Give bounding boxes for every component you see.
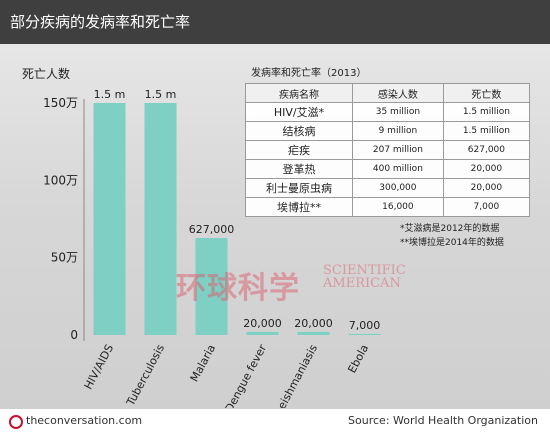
bar xyxy=(195,238,228,335)
table-cell-infected: 300,000 xyxy=(352,178,444,198)
table-cell-deaths: 1.5 million xyxy=(442,121,531,141)
table-header-cell: 感染人数 xyxy=(352,83,444,103)
table-row: 结核病 9 million 1.5 million xyxy=(245,121,531,141)
bar xyxy=(348,333,381,335)
table-cell-deaths: 627,000 xyxy=(442,140,531,160)
table-cell-deaths: 1.5 million xyxy=(442,102,531,122)
chart-title: 部分疾病的发病率和死亡率 xyxy=(10,13,191,31)
table-cell-disease: 利士曼原虫病 xyxy=(245,178,353,198)
footnotes: *艾滋病是2012年的数据 **埃博拉是2014年的数据 xyxy=(400,222,504,250)
watermark-logo: 环球科学 SCIENTIFIC AMERICAN xyxy=(176,263,416,306)
data-label: 627,000 xyxy=(189,223,235,236)
watermark-en-line2: AMERICAN xyxy=(323,276,401,291)
y-tick-label: 100万 xyxy=(43,173,78,187)
header-bar: 部分疾病的发病率和死亡率 xyxy=(0,0,550,44)
table-row: 埃博拉** 16,000 7,000 xyxy=(245,197,531,217)
table-cell-deaths: 20,000 xyxy=(442,159,531,179)
bar xyxy=(144,103,177,335)
data-label: 1.5 m xyxy=(94,88,126,101)
category-label: Ebola xyxy=(345,342,371,375)
data-label: 20,000 xyxy=(243,317,282,330)
table-row: 疟疾 207 million 627,000 xyxy=(245,140,531,160)
footer-bar: theconversation.com Source: World Health… xyxy=(0,408,550,434)
data-label: 7,000 xyxy=(349,319,381,332)
data-table: 疾病名称 感染人数 死亡数 HIV/艾滋* 35 million 1.5 mil… xyxy=(245,83,531,217)
category-label: Dengue fever xyxy=(223,342,270,408)
y-tick-label: 150万 xyxy=(43,96,78,110)
table-cell-disease: 结核病 xyxy=(245,121,353,141)
table-cell-disease: 疟疾 xyxy=(245,140,353,160)
data-label: 20,000 xyxy=(294,317,333,330)
table-header-cell: 死亡数 xyxy=(442,83,531,103)
table-cell-infected: 400 million xyxy=(352,159,444,179)
footer-source: Source: World Health Organization xyxy=(348,414,538,427)
bar xyxy=(297,331,330,335)
category-label: Leishmaniasis xyxy=(272,342,320,408)
footnote-hiv: *艾滋病是2012年的数据 xyxy=(400,224,500,234)
y-tick-label: 50万 xyxy=(51,251,78,265)
table-cell-disease: 登革热 xyxy=(245,159,353,179)
watermark-en-line1: SCIENTIFIC xyxy=(323,263,406,278)
table-row: HIV/艾滋* 35 million 1.5 million xyxy=(245,102,531,122)
footnote-ebola: **埃博拉是2014年的数据 xyxy=(400,238,504,248)
table-cell-deaths: 7,000 xyxy=(442,197,531,217)
bar xyxy=(246,331,279,335)
y-axis-title: 死亡人数 xyxy=(22,66,70,81)
category-label: Tuberculosis xyxy=(124,342,168,408)
category-label: HIV/AIDS xyxy=(82,342,116,391)
category-label: Malaria xyxy=(188,342,218,384)
y-tick-label: 0 xyxy=(70,328,78,342)
table-cell-disease: HIV/艾滋* xyxy=(245,102,353,122)
watermark-en: SCIENTIFIC AMERICAN xyxy=(323,264,406,290)
table-cell-disease: 埃博拉** xyxy=(245,197,353,217)
table-cell-deaths: 20,000 xyxy=(442,178,531,198)
table-cell-infected: 16,000 xyxy=(352,197,444,217)
conversation-logo-icon xyxy=(9,415,23,429)
table-header-row: 疾病名称 感染人数 死亡数 xyxy=(245,83,531,103)
table-row: 利士曼原虫病 300,000 20,000 xyxy=(245,178,531,198)
bar xyxy=(93,103,126,335)
data-table-panel: 发病率和死亡率（2013） 疾病名称 感染人数 死亡数 HIV/艾滋* 35 m… xyxy=(245,64,545,217)
footer-brand-link[interactable]: theconversation.com xyxy=(26,414,143,427)
table-cell-infected: 9 million xyxy=(352,121,444,141)
data-label: 1.5 m xyxy=(145,88,177,101)
table-row: 登革热 400 million 20,000 xyxy=(245,159,531,179)
table-cell-infected: 207 million xyxy=(352,140,444,160)
table-cell-infected: 35 million xyxy=(352,102,444,122)
watermark-cn: 环球科学 xyxy=(176,271,300,306)
bar-chart: 死亡人数 0 50万 100万 150万 1.5 m HIV/AIDS 1.5 m Tuberc… xyxy=(22,66,381,408)
table-header-cell: 疾病名称 xyxy=(245,83,353,103)
table-title: 发病率和死亡率（2013） xyxy=(251,68,367,79)
